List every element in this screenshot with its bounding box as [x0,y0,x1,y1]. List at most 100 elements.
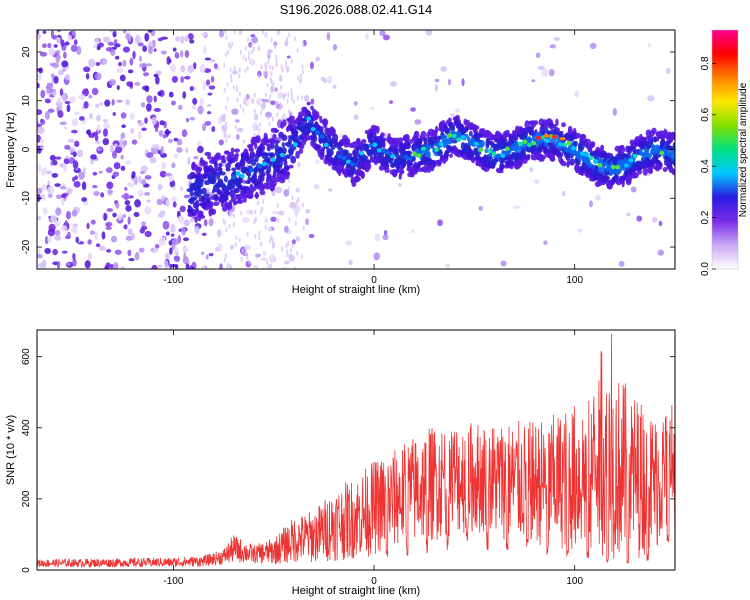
spectrogram-noise-cell [122,46,130,53]
spectrogram-noise-cell [113,143,118,147]
spectrogram-noise-cell [264,217,269,224]
spectrogram-noise-cell [106,208,114,212]
spectrogram-noise-cell [382,234,389,241]
spectrogram-ridge-cell [613,174,620,180]
spectrogram-ridge-cell [327,148,334,157]
spectrogram-noise-cell [159,120,165,126]
spectrogram-ridge-cell [214,195,220,200]
spectrogram-streak-cell [290,248,293,254]
spectrogram-noise-cell [379,30,386,37]
spectrogram-streak-cell [280,64,283,70]
spectrogram-noise-cell [125,99,130,106]
spectrogram-ridge-cell [197,173,204,181]
spectrogram-ridge-cell [434,125,439,134]
spectrogram-streak-cell [255,216,258,222]
spectrogram-noise-cell [66,104,71,113]
spectrogram-streak-cell [295,187,298,193]
spectrogram-noise-cell [189,117,196,121]
spectrogram-ridge-cell [300,141,307,146]
spectrogram-noise-cell [57,96,62,104]
spectrogram-noise-cell [594,194,601,201]
spectrogram-noise-cell [274,87,278,92]
spectrogram-ridge-cell [233,148,240,153]
spectrogram-ridge-peak [403,154,409,159]
spectrogram-noise-cell [267,226,272,232]
spectrogram-noise-cell [41,196,46,201]
spectrogram-ridge-cell [549,156,556,162]
spectrogram-ridge-cell [427,151,431,159]
spectrogram-noise-cell [283,225,289,233]
spectrogram-noise-cell [146,103,152,112]
spectrogram-ridge-peak [659,150,665,156]
spectrogram-noise-cell [184,35,189,42]
spectrogram-noise-cell [182,91,187,99]
spectrogram-noise-cell [61,250,68,254]
colorbar-tick-label: 0.8 [700,56,711,70]
spectrogram-ridge-peak [526,142,532,148]
spectrogram-noise-cell [112,112,116,116]
spectrogram-noise-cell [305,208,310,214]
spectrogram-noise-cell [171,238,180,246]
spectrogram-ridge-peak [341,156,347,161]
snr-x-ticks: -100 0 100 [163,330,583,587]
spectrogram-ridge-cell [360,171,365,180]
spectrogram-streak-cell [294,220,297,226]
spectrogram-noise-cell [40,89,46,99]
spectrogram-noise-cell [389,100,394,105]
spectrogram-streak-cell [287,240,290,246]
spectrogram-noise-cell [105,167,113,173]
spectrogram-noise-cell [202,265,206,269]
spectrogram-noise-cell [119,137,124,146]
spectrogram-streak-cell [292,99,295,105]
spectrogram-noise-cell [187,65,195,73]
spectrogram-noise-cell [141,165,148,173]
spectrogram-noise-cell [500,260,507,267]
spectrogram-ridge-cell [229,189,236,198]
spectrogram-noise-cell [181,129,188,138]
spectrogram-noise-cell [95,61,101,66]
spectrogram-ridge-cell [237,179,243,184]
spectrogram-ridge-cell [196,194,202,198]
spectrogram-noise-cell [275,186,283,194]
spectrogram-y-tick-label: -10 [21,191,32,206]
spectrogram-streak-cell [270,133,273,139]
spectrogram-ridge-cell [381,140,386,149]
spectrogram-ridge-cell [559,152,564,158]
spectrogram-noise-cell [55,50,61,54]
spectrogram-noise-cell [37,73,42,81]
spectrogram-ridge-cell [225,167,231,172]
spectrogram-noise-cell [72,160,79,170]
spectrogram-noise-cell [131,174,135,179]
spectrogram-ridge-cell [315,113,320,119]
spectrogram-ridge-peak [473,141,479,146]
spectrogram-noise-cell [104,99,111,107]
spectrogram-x-axis-label: Height of straight line (km) [292,284,420,296]
spectrogram-noise-cell [127,228,133,236]
spectrogram-streak-cell [280,84,283,90]
spectrogram-ridge-cell [334,139,339,146]
spectrogram-noise-cell [183,219,191,227]
spectrogram-noise-cell [105,226,112,231]
spectrogram-noise-cell [64,74,70,81]
spectrogram-noise-cell [106,181,114,190]
spectrogram-noise-cell [128,258,135,262]
spectrogram-noise-cell [47,236,52,244]
spectrogram-noise-cell [53,44,58,48]
spectrogram-noise-cell [54,229,61,236]
spectrogram-ridge-peak [588,155,594,161]
spectrogram-ridge-cell [289,115,295,120]
spectrogram-noise-cell [64,144,71,150]
spectrogram-streak-cell [285,243,288,249]
spectrogram-noise-cell [166,56,171,65]
spectrogram-noise-cell [106,249,112,253]
spectrogram-ridge-peak [248,168,254,173]
spectrogram-streak-cell [301,202,304,208]
spectrogram-noise-cell [120,112,127,119]
spectrogram-streak-cell [259,209,262,215]
spectrogram-noise-cell [134,82,141,86]
spectrogram-noise-cell [85,73,90,80]
spectrogram-noise-cell [185,263,190,269]
spectrogram-streak-cell [247,37,250,43]
spectrogram-noise-cell [72,258,77,267]
spectrogram-streak-cell [296,250,299,256]
